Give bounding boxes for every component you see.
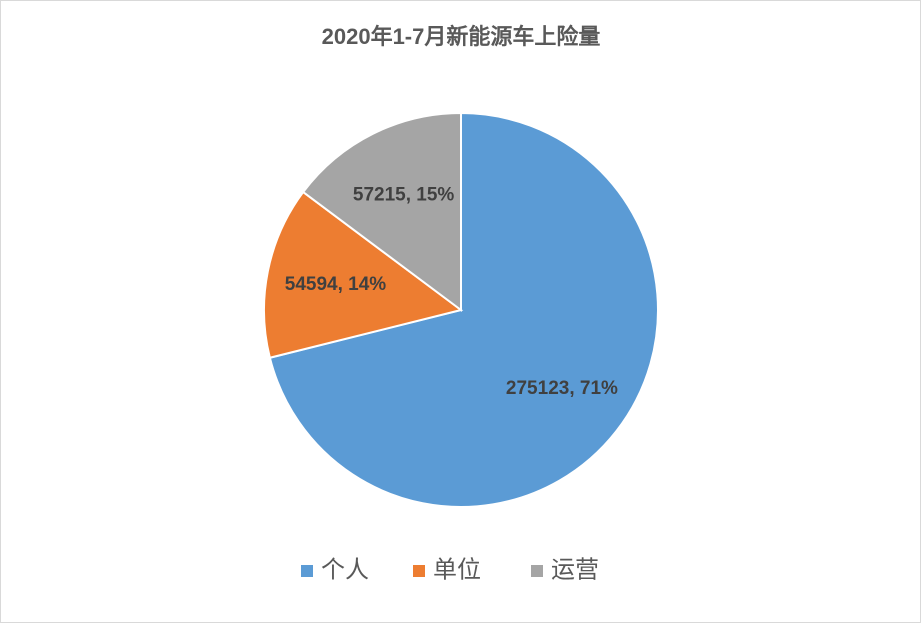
legend-label: 个人	[321, 556, 369, 583]
data-label: 54594, 14%	[285, 274, 387, 295]
legend-label: 单位	[433, 556, 481, 583]
legend-swatch	[531, 565, 543, 577]
data-label: 57215, 15%	[353, 185, 455, 206]
legend-label: 运营	[551, 556, 599, 583]
data-label: 275123, 71%	[506, 378, 618, 399]
chart-title: 2020年1-7月新能源车上险量	[322, 24, 601, 49]
pie-slice	[301, 111, 462, 312]
legend-swatch	[301, 565, 313, 577]
pie-slice	[268, 111, 659, 508]
legend-swatch	[413, 565, 425, 577]
pie-slice	[263, 190, 464, 359]
